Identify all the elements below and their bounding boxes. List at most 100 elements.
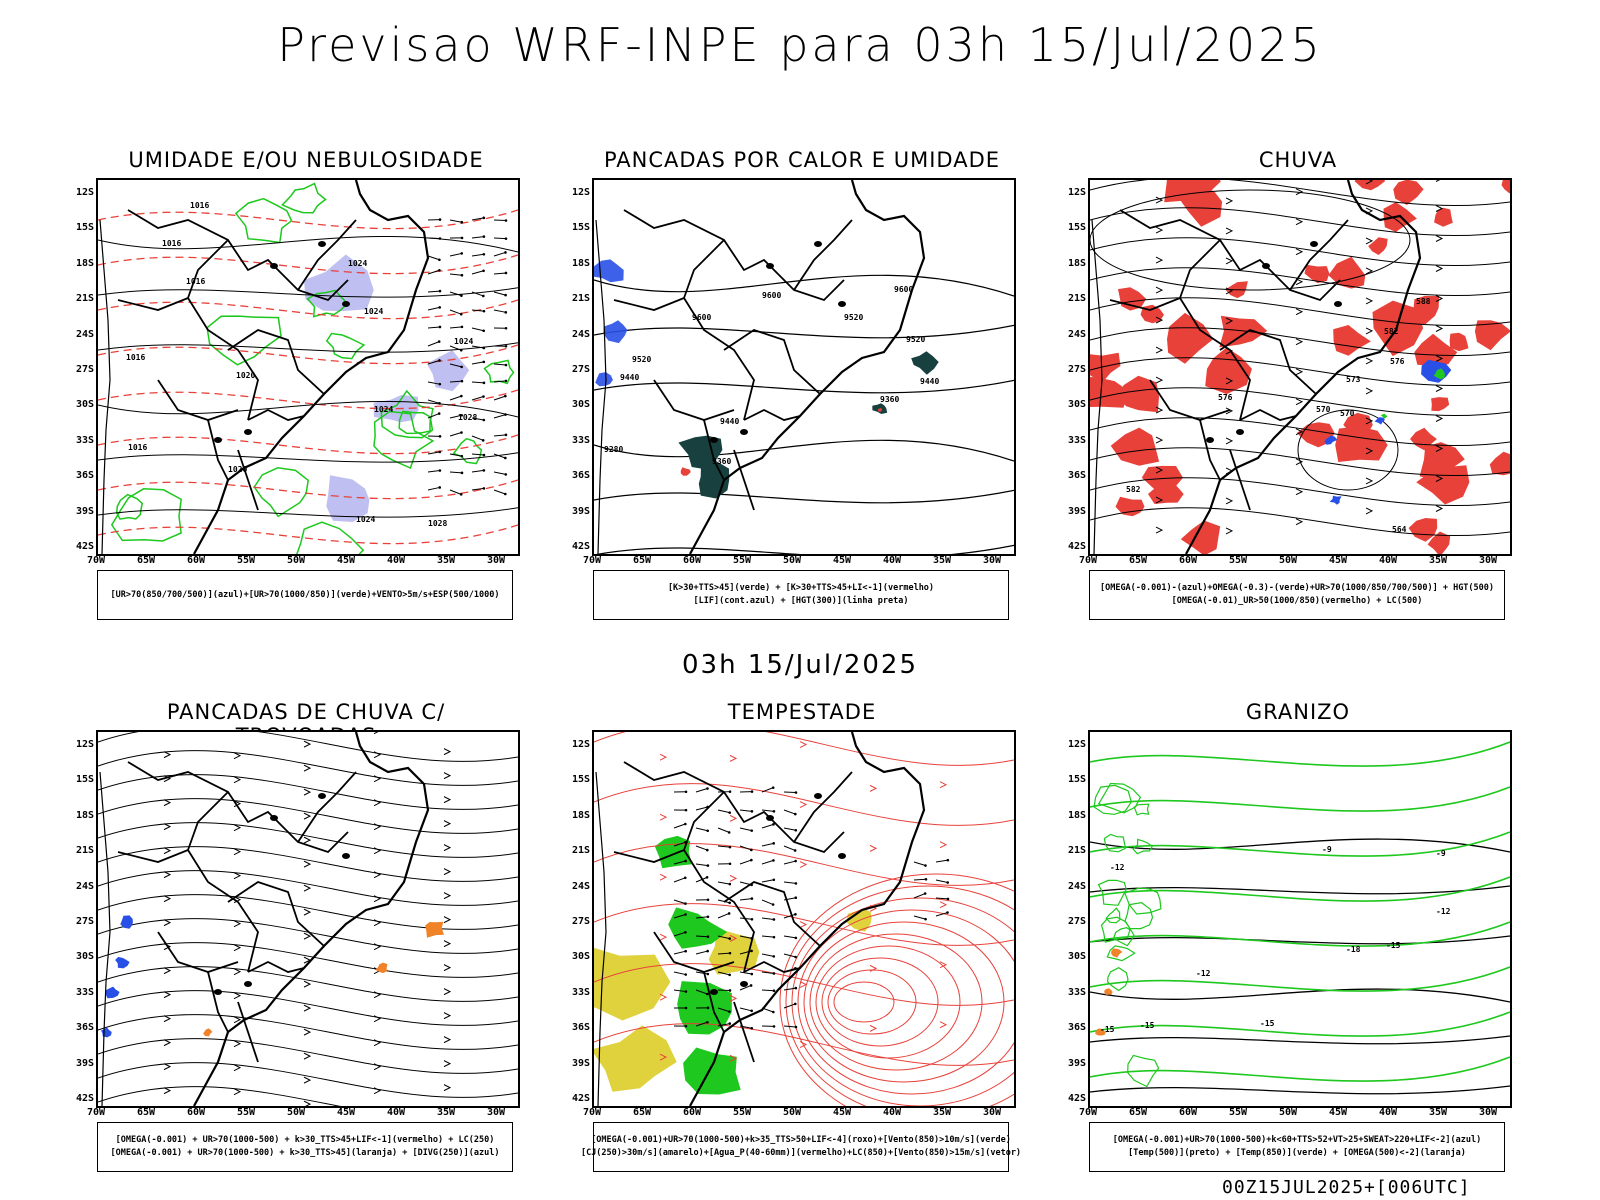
- contour-label: 564: [1392, 525, 1407, 534]
- longitude-tick-label: 60W: [186, 1107, 206, 1118]
- page-title: Previsao WRF-INPE para 03h 15/Jul/2025: [277, 18, 1323, 72]
- latitude-tick-label: 30S: [571, 951, 590, 963]
- longitude-tick-label: 45W: [336, 555, 356, 566]
- contour-label: 1028: [458, 413, 477, 422]
- panel-title: GRANIZO: [1245, 700, 1351, 724]
- contour-label: 9440: [620, 373, 639, 382]
- latitude-tick-label: 27S: [75, 364, 94, 375]
- latitude-tick-label: 15S: [75, 774, 94, 786]
- contour-label: -12: [1436, 907, 1451, 916]
- latitude-tick-label: 18S: [571, 257, 590, 269]
- latitude-tick-label: 18S: [571, 809, 590, 821]
- contour-label: 1024: [454, 337, 473, 346]
- latitude-tick-label: 39S: [1067, 1057, 1086, 1069]
- contour-label: 1020: [236, 371, 255, 380]
- longitude-tick-label: 40W: [386, 1107, 406, 1118]
- forecast-time-label: 03h 15/Jul/2025: [682, 650, 918, 680]
- longitude-tick-label: 35W: [1428, 555, 1448, 566]
- panel-legend: [OMEGA(-0.001) + UR>70(1000-500) + k>30_…: [97, 1122, 513, 1172]
- contour-label: -15: [1100, 1025, 1115, 1034]
- latitude-tick-label: 39S: [75, 1057, 94, 1069]
- latitude-tick-label: 12S: [75, 187, 94, 198]
- latitude-tick-label: 33S: [75, 986, 94, 998]
- contour-label: -15: [1386, 941, 1401, 950]
- contour-label: -12: [1196, 969, 1211, 978]
- forecast-map: 588 582 576 573 570 570 576 582 564: [1088, 178, 1512, 556]
- legend-line: [OMEGA(-0.01)_UR>50(1000/850)(vermelho) …: [1171, 596, 1423, 606]
- latitude-tick-label: 27S: [1067, 916, 1086, 927]
- contour-label: 1016: [128, 443, 147, 452]
- contour-label: 588: [1416, 297, 1431, 306]
- contour-label: -15: [1260, 1019, 1275, 1028]
- contour-label: 9600: [692, 313, 711, 322]
- run-id-label: 00Z15JUL2025+[006UTC]: [1222, 1177, 1471, 1198]
- longitude-tick-label: 30W: [486, 555, 506, 566]
- latitude-tick-label: 30S: [1067, 951, 1086, 963]
- latitude-tick-label: 27S: [75, 916, 94, 927]
- longitude-tick-label: 70W: [582, 1107, 602, 1118]
- longitude-tick-label: 30W: [1478, 555, 1498, 566]
- legend-line: [K>30+TTS>45](verde) + [K>30+TTS>45+LI<-…: [667, 583, 935, 593]
- contour-label: 1016: [126, 353, 145, 362]
- panel-title: PANCADAS POR CALOR E UMIDADE: [603, 148, 1001, 172]
- latitude-tick-label: 42S: [571, 541, 590, 552]
- latitude-tick-label: 15S: [571, 774, 590, 786]
- latitude-tick-label: 24S: [75, 880, 94, 892]
- longitude-tick-label: 70W: [86, 1107, 106, 1118]
- latitude-tick-label: 36S: [571, 470, 590, 482]
- latitude-tick-label: 12S: [1067, 739, 1086, 750]
- longitude-tick-label: 55W: [1228, 555, 1248, 566]
- latitude-tick-label: 24S: [571, 328, 590, 340]
- latitude-tick-label: 39S: [571, 505, 590, 517]
- latitude-tick-label: 39S: [1067, 505, 1086, 517]
- longitude-tick-label: 35W: [436, 1107, 456, 1118]
- longitude-tick-label: 35W: [932, 555, 952, 566]
- contour-label: -18: [1346, 945, 1361, 954]
- forecast-map: -9 -9 -12 -12 -15 -15 -18 -15 -12 -15: [1088, 730, 1512, 1108]
- longitude-tick-label: 60W: [1178, 555, 1198, 566]
- latitude-tick-label: 42S: [571, 1093, 590, 1104]
- latitude-tick-label: 36S: [75, 1022, 94, 1034]
- panel-legend: [OMEGA(-0.001)+UR>70(1000-500)+k<60+TTS>…: [1089, 1122, 1505, 1172]
- panel-legend: [K>30+TTS>45](verde) + [K>30+TTS>45+LI<-…: [593, 570, 1009, 620]
- latitude-tick-label: 36S: [1067, 470, 1086, 482]
- longitude-tick-label: 60W: [682, 1107, 702, 1118]
- longitude-tick-label: 55W: [732, 1107, 752, 1118]
- longitude-tick-label: 70W: [86, 555, 106, 566]
- latitude-tick-label: 42S: [1067, 541, 1086, 552]
- longitude-tick-label: 70W: [582, 555, 602, 566]
- longitude-tick-label: 35W: [436, 555, 456, 566]
- latitude-tick-label: 27S: [571, 916, 590, 927]
- latitude-tick-label: 21S: [1067, 845, 1086, 857]
- longitude-tick-label: 60W: [1178, 1107, 1198, 1118]
- latitude-tick-label: 30S: [75, 399, 94, 411]
- longitude-tick-label: 40W: [882, 1107, 902, 1118]
- longitude-tick-label: 45W: [1328, 555, 1348, 566]
- latitude-tick-label: 42S: [75, 541, 94, 552]
- contour-label: 1024: [348, 259, 367, 268]
- latitude-tick-label: 33S: [1067, 986, 1086, 998]
- contour-label: 9360: [880, 395, 899, 404]
- latitude-tick-label: 21S: [571, 293, 590, 305]
- contour-label: 1016: [190, 201, 209, 210]
- latitude-tick-label: 36S: [1067, 1022, 1086, 1034]
- contour-label: 576: [1218, 393, 1233, 402]
- longitude-tick-label: 30W: [486, 1107, 506, 1118]
- contour-label: 9440: [920, 377, 939, 386]
- longitude-tick-label: 65W: [632, 1107, 652, 1118]
- legend-line: [OMEGA(-0.001) + UR>70(1000-500) + k>30_…: [110, 1148, 500, 1158]
- longitude-tick-label: 50W: [782, 1107, 802, 1118]
- longitude-tick-label: 45W: [1328, 1107, 1348, 1118]
- longitude-tick-label: 35W: [1428, 1107, 1448, 1118]
- latitude-tick-label: 18S: [1067, 809, 1086, 821]
- latitude-tick-label: 36S: [75, 470, 94, 482]
- panel-title: TEMPESTADE: [727, 700, 877, 724]
- longitude-tick-label: 65W: [632, 555, 652, 566]
- latitude-tick-label: 27S: [1067, 364, 1086, 375]
- legend-line: [OMEGA(-0.001)+UR>70(1000-500)+k<60+TTS>…: [1112, 1135, 1482, 1145]
- contour-label: 9280: [604, 445, 623, 454]
- contour-label: 1020: [228, 465, 247, 474]
- contour-label: 1024: [364, 307, 383, 316]
- longitude-tick-label: 55W: [1228, 1107, 1248, 1118]
- longitude-tick-label: 65W: [1128, 1107, 1148, 1118]
